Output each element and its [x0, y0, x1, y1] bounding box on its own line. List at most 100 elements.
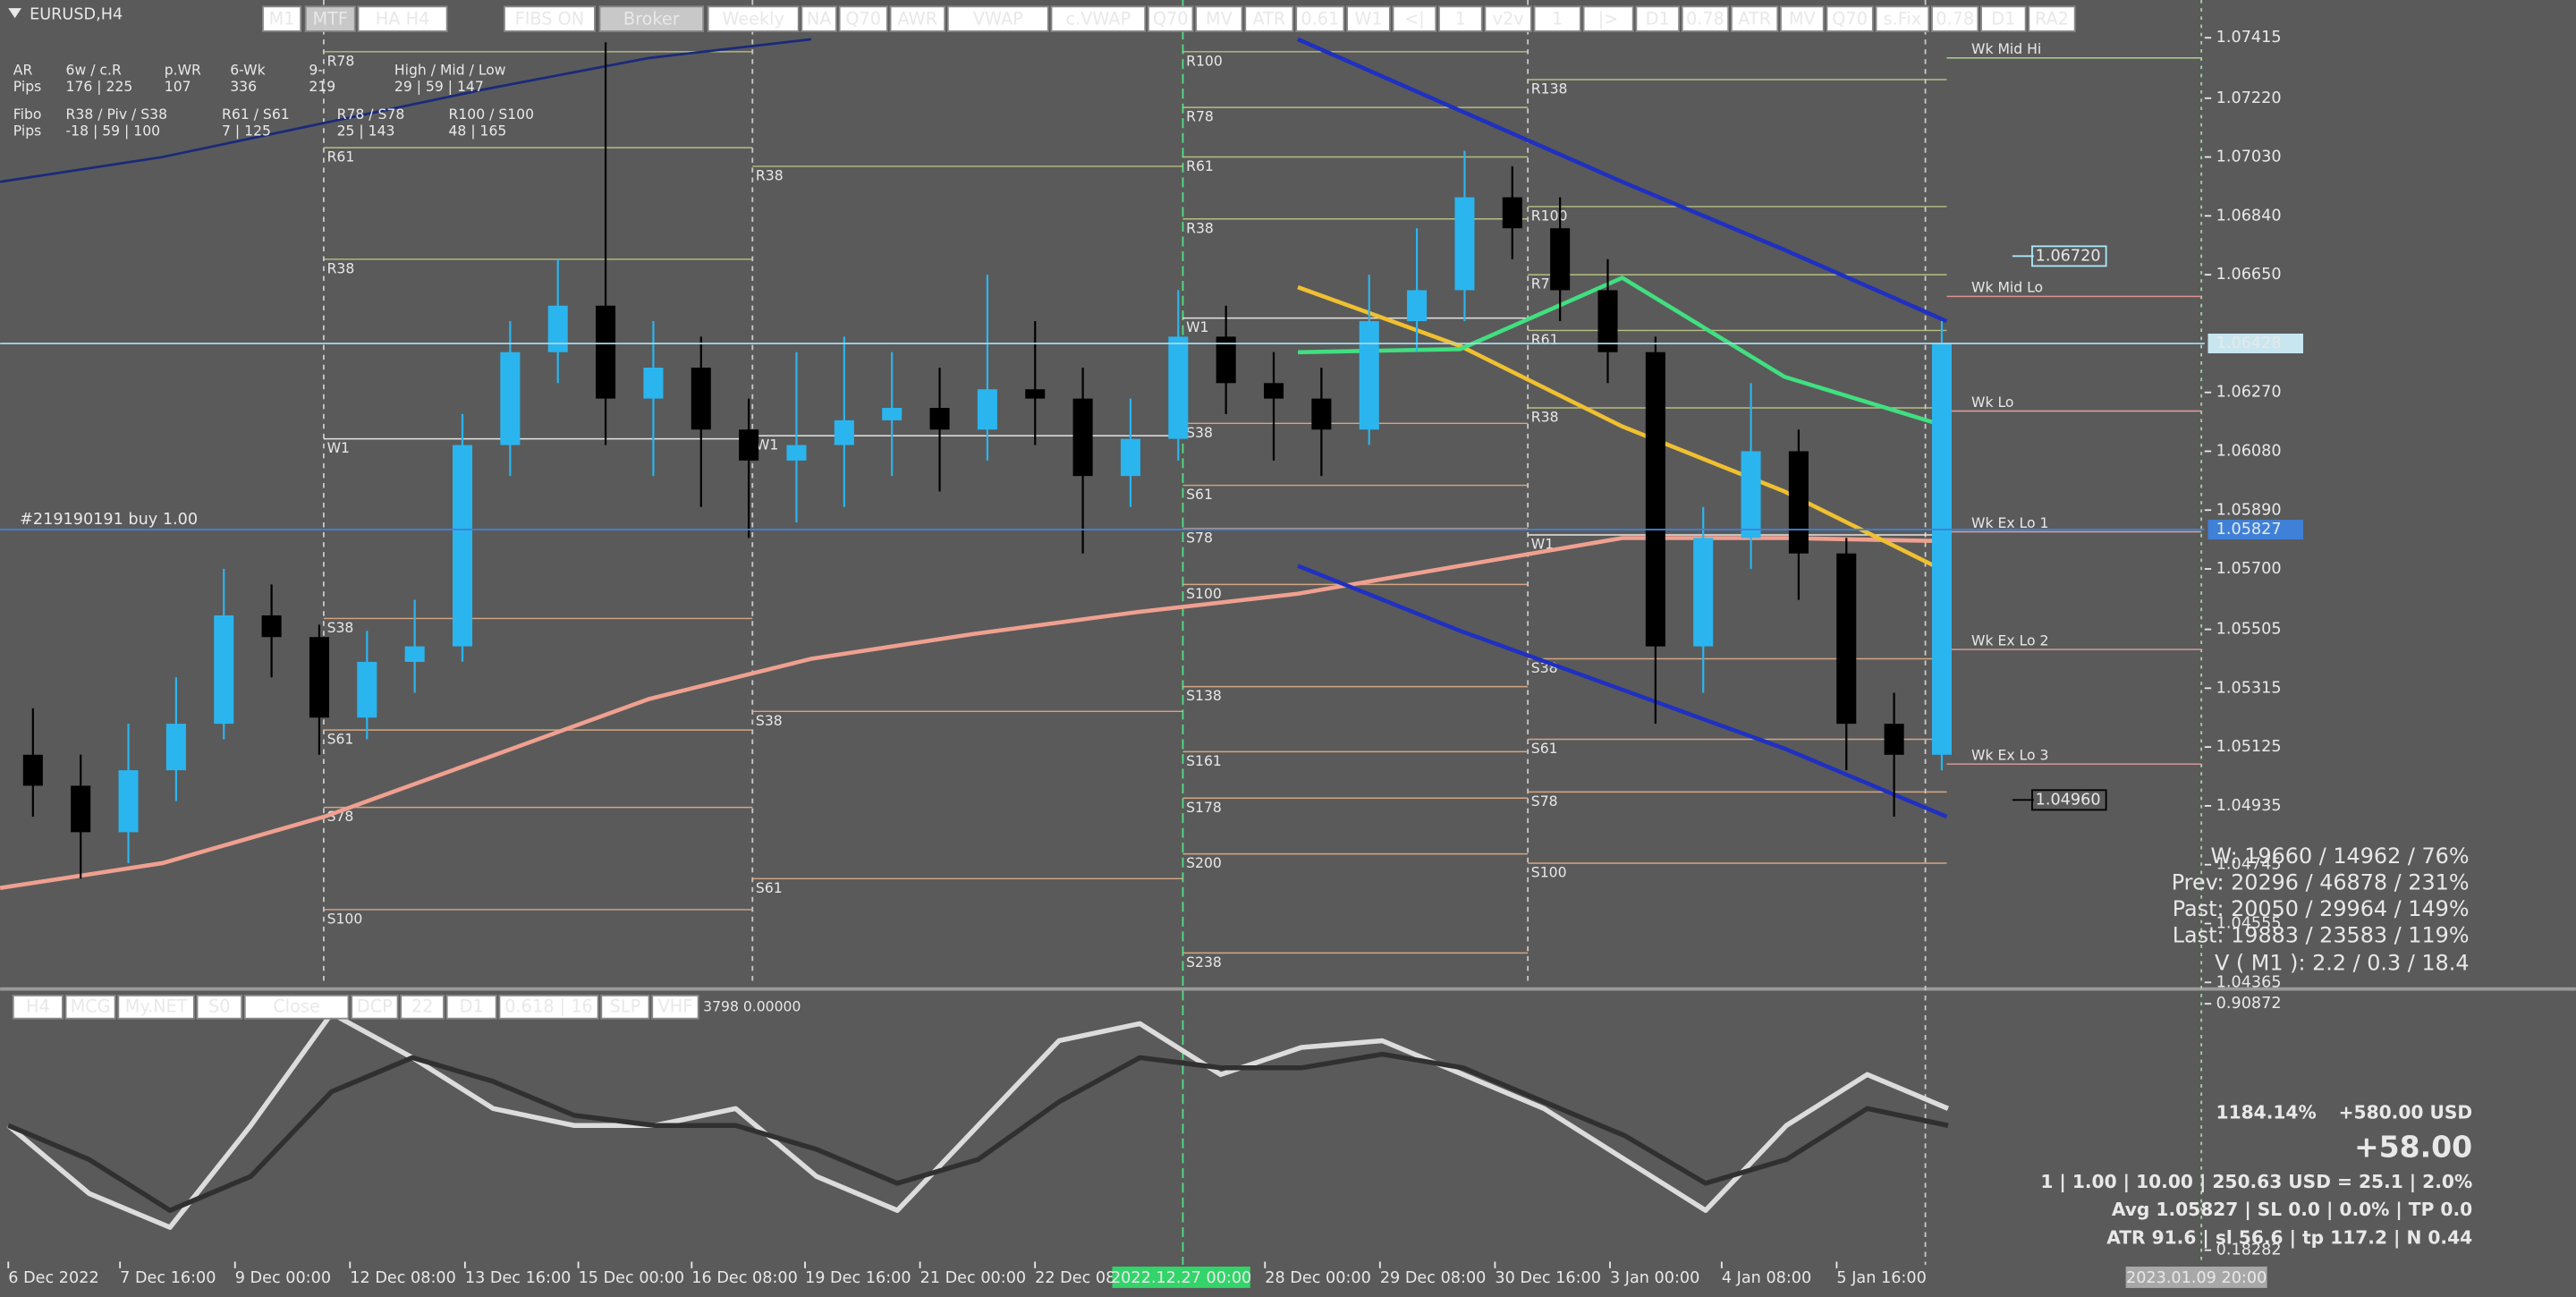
toolbar-button-label[interactable]: 0.61 — [1301, 9, 1339, 30]
toolbar-button[interactable] — [1195, 5, 1243, 32]
toolbar-button-label[interactable]: D1 — [1991, 9, 2015, 30]
toolbar-button[interactable] — [1244, 5, 1294, 32]
indicator-button-label[interactable]: SLP — [610, 996, 641, 1016]
toolbar-button[interactable] — [1295, 5, 1345, 32]
indicator-button[interactable] — [243, 995, 350, 1020]
toolbar-button[interactable] — [1780, 5, 1825, 32]
price-highlight-label: 1.06428 — [2216, 335, 2282, 352]
toolbar-button[interactable] — [2028, 5, 2076, 32]
toolbar-button[interactable] — [1681, 5, 1730, 32]
toolbar-button-label[interactable]: v2v — [1493, 9, 1524, 30]
toolbar-button-label[interactable]: W1 — [1354, 9, 1382, 30]
toolbar-button[interactable] — [1826, 5, 1874, 32]
toolbar-button-label[interactable]: Q70 — [845, 9, 881, 30]
toolbar-button-label[interactable]: Weekly — [722, 9, 784, 30]
indicator-button[interactable] — [445, 995, 497, 1020]
toolbar-button[interactable] — [1931, 5, 1979, 32]
toolbar-button[interactable] — [1346, 5, 1391, 32]
toolbar-button[interactable] — [304, 5, 356, 32]
indicator-button[interactable] — [600, 995, 650, 1020]
toolbar-button-label[interactable]: 0.78 — [1686, 9, 1724, 30]
toolbar-button-label[interactable]: 1 — [1455, 9, 1466, 30]
toolbar-button[interactable] — [1392, 5, 1437, 32]
indicator-button[interactable] — [351, 995, 399, 1020]
toolbar-button-label[interactable]: 1 — [1552, 9, 1563, 30]
fib-label: S61 — [327, 732, 354, 748]
cursor-time: 2022.12.27 00:00 — [1111, 1269, 1251, 1287]
toolbar-button-label[interactable]: MV — [1206, 9, 1233, 30]
toolbar-button[interactable] — [262, 5, 302, 32]
toolbar-button-label[interactable]: MV — [1789, 9, 1817, 30]
toolbar-button-label[interactable]: ATR — [1252, 9, 1285, 30]
toolbar-button-label[interactable]: AWR — [898, 9, 938, 30]
toolbar-button-label[interactable]: NA — [807, 9, 832, 30]
fib-label: S100 — [1531, 865, 1567, 881]
toolbar-button[interactable] — [946, 5, 1049, 32]
toolbar-button[interactable] — [1582, 5, 1634, 32]
toolbar-button-label[interactable]: M1 — [269, 9, 295, 30]
toolbar-button[interactable] — [504, 5, 596, 32]
price-tick-label: 1.04555 — [2216, 915, 2282, 933]
indicator-button-label[interactable]: DCP — [357, 996, 393, 1016]
indicator-line — [0, 38, 812, 183]
toolbar-button[interactable] — [838, 5, 888, 32]
toolbar-button-label[interactable]: s.Fix — [1884, 9, 1922, 30]
toolbar-button-label[interactable]: c.VWAP — [1066, 9, 1131, 30]
toolbar-button-label[interactable]: Broker — [623, 9, 680, 30]
indicator-button[interactable] — [196, 995, 243, 1020]
toolbar-button[interactable] — [1533, 5, 1581, 32]
toolbar-button-label[interactable]: RA2 — [2035, 9, 2069, 30]
toolbar-button[interactable] — [889, 5, 946, 32]
time-label: 30 Dec 16:00 — [1495, 1269, 1601, 1287]
indicator-button[interactable] — [651, 995, 699, 1020]
toolbar-button-label[interactable]: 0.78 — [1936, 9, 1974, 30]
toolbar-button-label[interactable]: D1 — [1646, 9, 1670, 30]
week-level-label: Wk Ex Lo 1 — [1971, 515, 2048, 531]
indicator-line — [1297, 37, 1948, 324]
toolbar-button-label[interactable]: VWAP — [973, 9, 1023, 30]
toolbar-button[interactable] — [1980, 5, 2027, 32]
toolbar-button[interactable] — [1050, 5, 1147, 32]
time-label: 28 Dec 00:00 — [1265, 1269, 1371, 1287]
indicator-button[interactable] — [117, 995, 195, 1020]
indicator-button-label[interactable]: H4 — [26, 996, 50, 1016]
indicator-button-label[interactable]: D1 — [460, 996, 484, 1016]
toolbar-button-label[interactable]: Q70 — [1832, 9, 1868, 30]
toolbar-button[interactable] — [707, 5, 800, 32]
indicator-button[interactable] — [12, 995, 64, 1020]
toolbar-button[interactable] — [598, 5, 705, 32]
indicator-button-label[interactable]: VHF — [658, 996, 693, 1016]
indicator-button-label[interactable]: 0.618 | 16 — [504, 996, 592, 1016]
time-label: 16 Dec 08:00 — [691, 1269, 798, 1287]
candle-body — [452, 445, 473, 647]
toolbar-button[interactable] — [801, 5, 837, 32]
toolbar-button[interactable] — [357, 5, 448, 32]
toolbar-button-label[interactable]: Q70 — [1153, 9, 1189, 30]
indicator-button[interactable] — [498, 995, 599, 1020]
toolbar-button-label[interactable]: FIBS ON — [515, 9, 585, 30]
indicator-button-label[interactable]: Close — [273, 996, 319, 1016]
toolbar-button-label[interactable]: HA H4 — [376, 9, 430, 30]
indicator-button-label[interactable]: My.NET — [125, 996, 188, 1016]
toolbar-button-label[interactable]: ATR — [1738, 9, 1771, 30]
fib-label: S61 — [1531, 741, 1558, 757]
candle-body — [1216, 336, 1236, 384]
indicator-button-label[interactable]: S0 — [208, 996, 230, 1016]
toolbar-button-label[interactable]: MTF — [313, 9, 348, 30]
candle-body — [1025, 389, 1046, 399]
toolbar-button-label[interactable]: |> — [1598, 9, 1619, 30]
toolbar-button-label[interactable]: <| — [1404, 9, 1425, 30]
info-cell: 107 — [165, 79, 191, 95]
toolbar-button[interactable] — [1875, 5, 1930, 32]
toolbar-button[interactable] — [1147, 5, 1194, 32]
indicator-button[interactable] — [64, 995, 116, 1020]
toolbar-button[interactable] — [1635, 5, 1681, 32]
toolbar-button[interactable] — [1730, 5, 1779, 32]
future-time: 2023.01.09 20:00 — [2126, 1269, 2267, 1287]
candle-body — [404, 646, 425, 662]
toolbar-button[interactable] — [1438, 5, 1483, 32]
toolbar-button[interactable] — [1484, 5, 1532, 32]
indicator-button[interactable] — [400, 995, 445, 1020]
indicator-button-label[interactable]: 22 — [411, 996, 434, 1016]
indicator-button-label[interactable]: MCG — [71, 996, 111, 1016]
